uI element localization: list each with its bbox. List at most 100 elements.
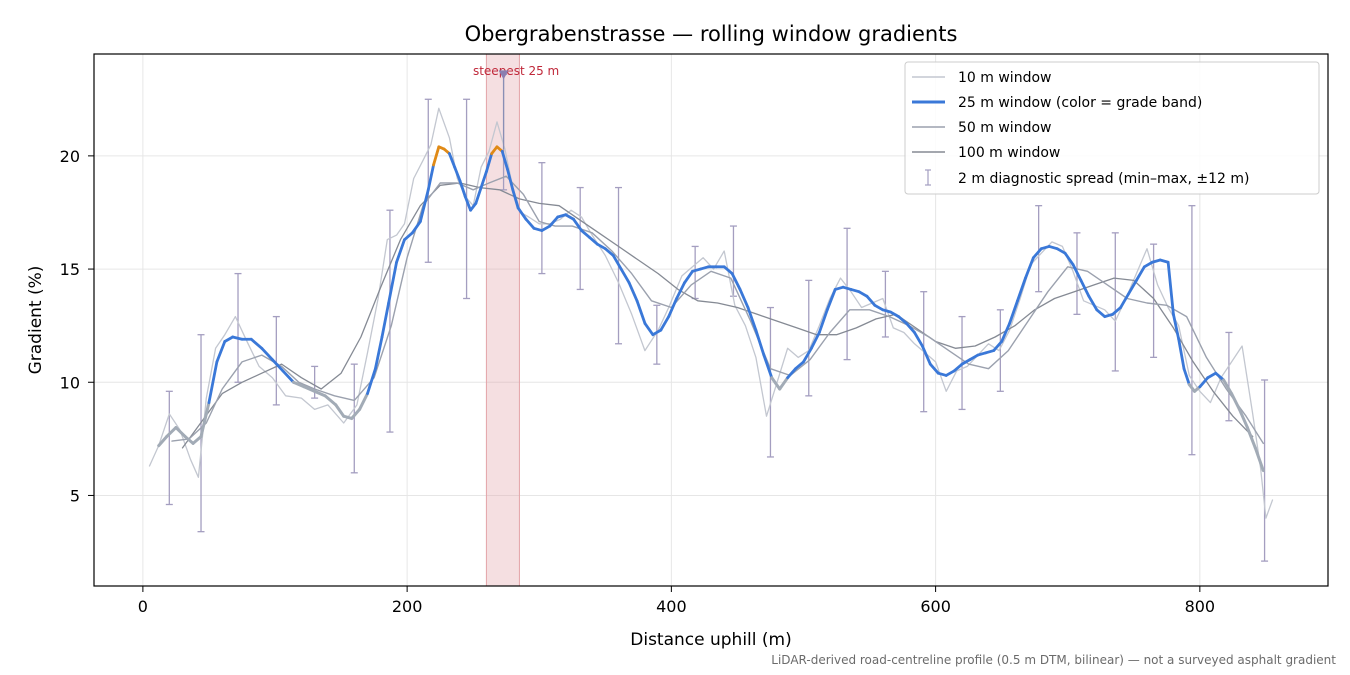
series-25m-segment <box>313 389 327 398</box>
series-25m-segment <box>572 217 583 232</box>
series-25m-segment <box>603 247 615 257</box>
series-25m-segment <box>778 376 790 391</box>
x-tick-label: 0 <box>138 597 148 616</box>
series-25m-segment <box>191 435 203 445</box>
series-25m-segment <box>905 321 916 334</box>
highlight-band-group <box>485 53 520 587</box>
series-25m-segment <box>643 321 655 337</box>
steepest-marker <box>498 70 509 80</box>
series-25m-segment <box>387 260 398 305</box>
series-25m-segment <box>683 269 694 285</box>
series-25m-segment <box>928 362 940 375</box>
y-tick-label: 15 <box>60 260 80 279</box>
series-25m-segment <box>635 299 647 325</box>
series-25m-segment <box>292 380 306 389</box>
series-25m-segment <box>897 315 908 325</box>
series-25m-segment <box>667 297 679 319</box>
series-25m-segment <box>1008 299 1019 325</box>
footnote: LiDAR-derived road-centreline profile (0… <box>771 653 1336 667</box>
series-25m-segment <box>865 294 877 307</box>
x-tick-label: 200 <box>392 597 423 616</box>
series-25m-segment <box>1198 376 1210 389</box>
series-25m-segment <box>810 331 821 350</box>
series-25m-segment <box>611 254 623 271</box>
series-25m-segment <box>448 152 457 169</box>
series-25m-segment <box>1095 308 1107 319</box>
series-25m-segment <box>215 340 227 364</box>
legend-label-10m: 10 m window <box>958 70 1051 86</box>
series-25m-segment <box>786 367 797 380</box>
series-25m-segment <box>857 290 869 298</box>
series-25m-segment <box>588 235 599 246</box>
series-25m-segment <box>794 360 805 371</box>
series-25m-segment <box>913 331 924 348</box>
plot-frame <box>93 53 1329 587</box>
legend-box <box>904 61 1320 195</box>
series-lines <box>148 107 1274 519</box>
series-25m-segment <box>1031 247 1043 260</box>
series-25m-segment <box>1237 407 1249 430</box>
series-25m-segment <box>474 186 483 205</box>
series-25m-segment <box>157 435 169 448</box>
series-25m-segment <box>506 168 515 192</box>
series-25m-segment <box>952 362 964 373</box>
series-25m-segment <box>260 346 274 362</box>
series-25m-segment <box>1230 392 1241 411</box>
series-25m-segment <box>395 238 406 264</box>
legend-label-100m: 100 m window <box>958 145 1060 161</box>
series-25m-segment <box>746 306 758 332</box>
series-25m-segment <box>366 367 377 395</box>
legend-label-50m: 50 m window <box>958 120 1051 136</box>
y-axis-label: Gradient (%) <box>26 266 46 375</box>
series-25m-segment <box>1135 265 1146 282</box>
series-25m-segment <box>165 426 178 439</box>
series-25m-segment <box>1071 263 1083 282</box>
series-25m-segment <box>1245 426 1257 450</box>
series-25m-segment <box>564 213 575 221</box>
series-25m-segment <box>1111 306 1122 316</box>
x-axis-ticks: 0 200 400 600 800 <box>138 586 1215 616</box>
series-25m-segment <box>463 195 472 212</box>
series-25m-segment <box>231 335 244 341</box>
series-25m-segment <box>754 328 766 357</box>
x-tick-label: 600 <box>920 597 951 616</box>
series-25m-segment <box>540 224 552 232</box>
series-25m-segment <box>426 163 435 192</box>
series-25m-segment <box>432 145 441 167</box>
series-25m-segment <box>500 149 509 171</box>
series-25m-segment <box>659 315 671 332</box>
series-25m-segment <box>1024 256 1035 280</box>
y-axis-ticks: 5 10 15 20 <box>60 147 94 505</box>
series-25m-segment <box>722 265 734 275</box>
series-25m-segment <box>511 188 520 210</box>
series-25m-segment <box>334 403 346 418</box>
series-25m-segment <box>323 394 338 407</box>
series-25m-segment <box>1079 278 1091 298</box>
series-25m-segment <box>619 267 631 285</box>
series-25m-segment <box>380 301 391 339</box>
series-25m-segment <box>817 308 829 334</box>
series-25m-segment <box>207 360 219 405</box>
series-25m-segment <box>453 165 462 183</box>
series-25m-segment <box>1142 260 1154 269</box>
series-25m-segment <box>730 272 742 291</box>
series-25m-segment <box>595 242 607 251</box>
series-25m-segment <box>1172 312 1181 341</box>
series-25m-segment <box>960 358 972 366</box>
series-25m-segment <box>490 145 499 156</box>
series-25m-segment <box>403 231 414 242</box>
series-25m-segment <box>802 346 813 364</box>
series-25m-segment <box>1222 378 1234 396</box>
y-tick-label: 20 <box>60 147 80 166</box>
series-25m-segment <box>350 407 362 420</box>
series-25m-segment <box>374 335 384 371</box>
x-axis-label: Distance uphill (m) <box>630 630 791 650</box>
annotation-group: steepest 25 m <box>473 64 559 150</box>
series-25m-segment <box>458 179 467 199</box>
series-25m-segment <box>548 215 560 228</box>
series-25m-segment <box>1166 260 1175 316</box>
series-25m-segment <box>1055 247 1067 255</box>
series-25m-segment <box>270 358 285 373</box>
series-25m-segment <box>873 303 885 312</box>
